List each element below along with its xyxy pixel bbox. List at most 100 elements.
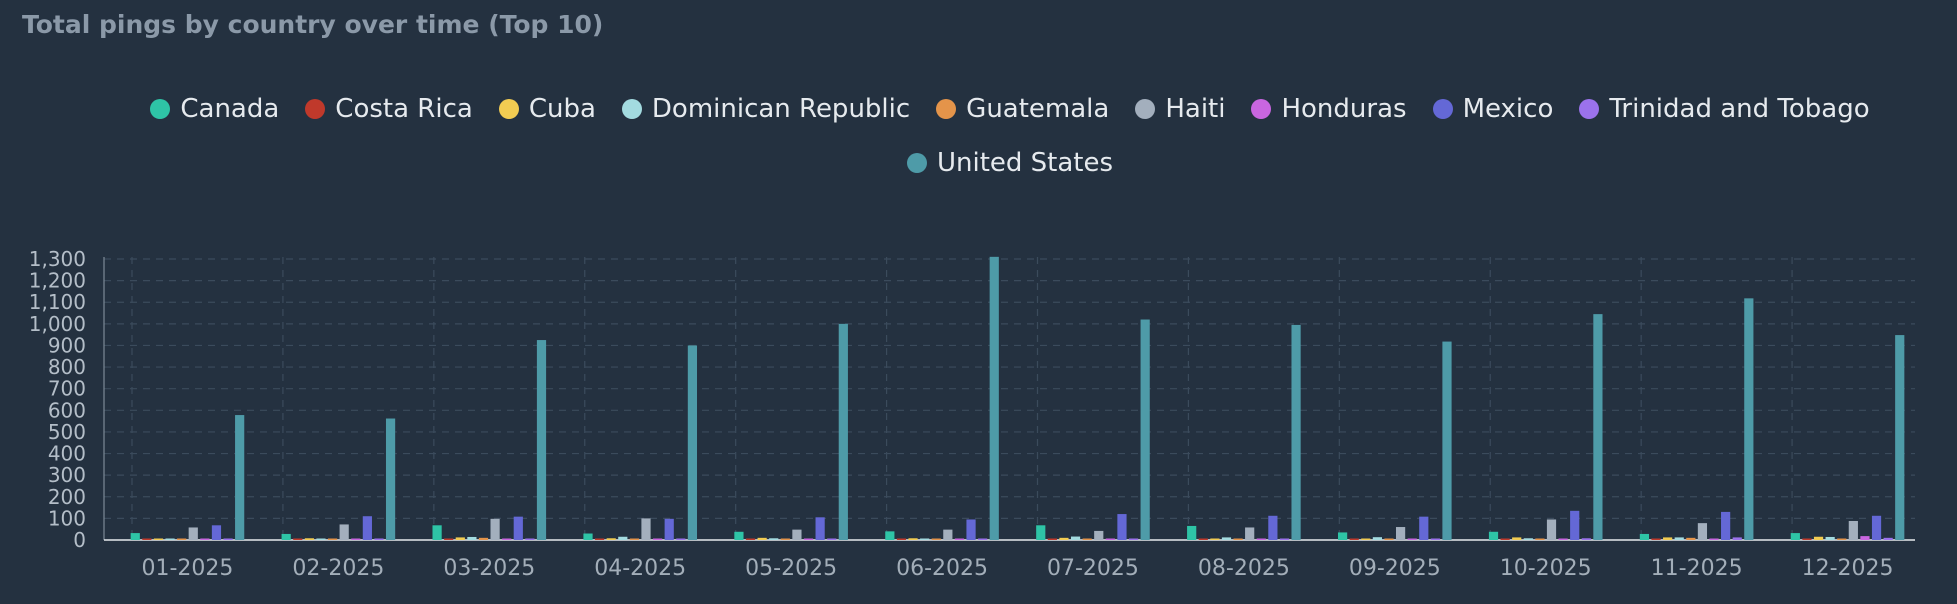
bar-costa-rica-11-2025[interactable] [1651,538,1661,541]
bar-haiti-05-2025[interactable] [792,529,802,540]
bar-trinidad-and-tobago-10-2025[interactable] [1581,538,1591,540]
bar-cuba-09-2025[interactable] [1361,538,1371,541]
bar-costa-rica-04-2025[interactable] [595,538,605,541]
legend-item-guatemala[interactable]: Guatemala [936,92,1109,126]
bar-trinidad-and-tobago-04-2025[interactable] [676,538,686,541]
bar-haiti-09-2025[interactable] [1395,527,1406,540]
bar-canada-02-2025[interactable] [281,533,291,540]
bar-honduras-12-2025[interactable] [1860,536,1870,540]
bar-guatemala-08-2025[interactable] [1233,538,1243,541]
legend-item-trinidad-and-tobago[interactable]: Trinidad and Tobago [1579,92,1870,126]
bar-canada-08-2025[interactable] [1187,525,1197,540]
bar-haiti-11-2025[interactable] [1697,523,1708,540]
bar-canada-03-2025[interactable] [432,525,442,540]
bar-canada-05-2025[interactable] [734,531,744,540]
bar-dominican-republic-11-2025[interactable] [1674,537,1684,540]
bar-mexico-08-2025[interactable] [1268,515,1278,540]
bar-dominican-republic-10-2025[interactable] [1523,538,1533,540]
bar-cuba-12-2025[interactable] [1813,536,1824,540]
bar-haiti-04-2025[interactable] [641,518,651,540]
bar-honduras-01-2025[interactable] [200,538,210,541]
legend-item-mexico[interactable]: Mexico [1432,92,1553,126]
legend-item-costa-rica[interactable]: Costa Rica [305,92,473,126]
bar-haiti-02-2025[interactable] [339,524,349,540]
bar-honduras-03-2025[interactable] [502,538,512,541]
bar-guatemala-09-2025[interactable] [1384,538,1394,541]
bar-canada-07-2025[interactable] [1036,525,1046,540]
bar-honduras-10-2025[interactable] [1558,538,1568,541]
bar-united-states-11-2025[interactable] [1744,298,1754,540]
bar-costa-rica-07-2025[interactable] [1047,538,1057,541]
bar-united-states-07-2025[interactable] [1140,319,1150,540]
bar-guatemala-07-2025[interactable] [1082,538,1092,541]
bar-trinidad-and-tobago-08-2025[interactable] [1279,538,1290,541]
bar-cuba-03-2025[interactable] [455,537,465,540]
bar-united-states-09-2025[interactable] [1442,341,1452,540]
bar-trinidad-and-tobago-11-2025[interactable] [1732,537,1742,540]
bar-guatemala-04-2025[interactable] [629,538,640,541]
bar-canada-06-2025[interactable] [885,531,895,540]
bar-trinidad-and-tobago-06-2025[interactable] [978,538,988,541]
bar-united-states-10-2025[interactable] [1593,314,1603,540]
bar-honduras-11-2025[interactable] [1709,538,1719,541]
bar-honduras-07-2025[interactable] [1105,538,1115,541]
bar-guatemala-01-2025[interactable] [177,538,187,541]
bar-mexico-10-2025[interactable] [1570,510,1580,540]
bar-united-states-03-2025[interactable] [536,340,547,540]
bar-costa-rica-08-2025[interactable] [1198,538,1208,541]
bar-honduras-08-2025[interactable] [1256,538,1266,541]
bar-mexico-02-2025[interactable] [362,516,372,540]
bar-honduras-02-2025[interactable] [351,538,361,541]
legend-item-dominican-republic[interactable]: Dominican Republic [621,92,910,126]
bar-united-states-05-2025[interactable] [838,323,848,540]
bar-cuba-05-2025[interactable] [757,537,767,540]
legend-item-cuba[interactable]: Cuba [498,92,596,126]
bar-cuba-04-2025[interactable] [606,538,616,540]
bar-haiti-10-2025[interactable] [1546,519,1557,540]
bar-mexico-12-2025[interactable] [1871,515,1882,540]
bar-costa-rica-03-2025[interactable] [444,538,454,541]
legend-item-united-states[interactable]: United States [906,146,1113,180]
bar-costa-rica-12-2025[interactable] [1802,538,1812,541]
bar-trinidad-and-tobago-12-2025[interactable] [1883,537,1893,540]
bar-united-states-12-2025[interactable] [1895,335,1905,540]
bar-guatemala-12-2025[interactable] [1837,538,1847,541]
bar-united-states-06-2025[interactable] [989,256,999,540]
bar-dominican-republic-02-2025[interactable] [316,538,326,541]
bar-dominican-republic-05-2025[interactable] [769,538,779,540]
bar-cuba-07-2025[interactable] [1059,537,1069,540]
bar-canada-11-2025[interactable] [1639,533,1650,540]
bar-united-states-04-2025[interactable] [687,345,698,540]
bar-united-states-08-2025[interactable] [1291,324,1301,540]
bar-trinidad-and-tobago-02-2025[interactable] [374,538,384,541]
bar-honduras-05-2025[interactable] [803,538,814,541]
bar-mexico-05-2025[interactable] [815,517,825,540]
bar-trinidad-and-tobago-01-2025[interactable] [223,538,233,541]
bar-dominican-republic-12-2025[interactable] [1825,536,1835,540]
bar-united-states-02-2025[interactable] [385,418,396,540]
bar-canada-12-2025[interactable] [1790,533,1800,540]
bar-costa-rica-06-2025[interactable] [896,538,907,541]
bar-mexico-11-2025[interactable] [1721,511,1731,540]
bar-costa-rica-10-2025[interactable] [1500,538,1510,541]
bar-guatemala-03-2025[interactable] [478,537,489,540]
bar-haiti-08-2025[interactable] [1245,527,1255,540]
bar-canada-04-2025[interactable] [583,533,593,540]
bar-haiti-03-2025[interactable] [490,518,500,540]
bar-dominican-republic-06-2025[interactable] [920,538,930,541]
bar-costa-rica-05-2025[interactable] [745,538,756,541]
bar-guatemala-11-2025[interactable] [1686,537,1696,540]
bar-cuba-11-2025[interactable] [1663,537,1673,540]
bar-mexico-03-2025[interactable] [513,516,523,540]
bar-cuba-01-2025[interactable] [153,538,164,541]
bar-costa-rica-09-2025[interactable] [1349,538,1359,541]
bar-honduras-06-2025[interactable] [954,538,965,541]
legend-item-honduras[interactable]: Honduras [1251,92,1407,126]
bar-trinidad-and-tobago-07-2025[interactable] [1128,538,1139,541]
bar-guatemala-10-2025[interactable] [1535,538,1545,541]
bar-guatemala-05-2025[interactable] [780,538,790,541]
bar-dominican-republic-01-2025[interactable] [165,538,175,541]
bar-dominican-republic-08-2025[interactable] [1221,537,1232,540]
bar-dominican-republic-07-2025[interactable] [1070,536,1081,540]
bar-haiti-06-2025[interactable] [943,529,953,540]
